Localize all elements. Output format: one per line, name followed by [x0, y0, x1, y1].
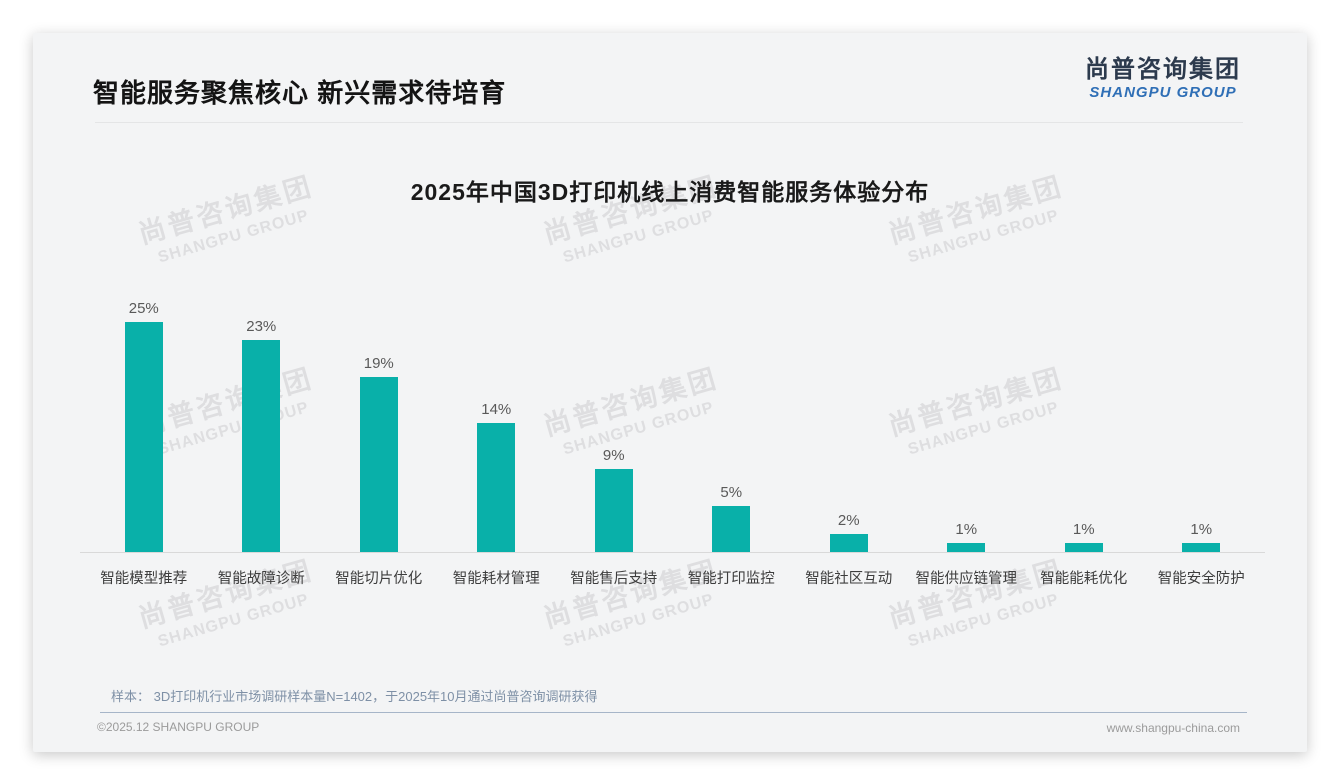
bar — [1064, 542, 1103, 552]
bar-group: 23% — [203, 318, 321, 552]
category-label: 智能社区互动 — [805, 571, 893, 587]
bar-value-label: 19% — [363, 355, 394, 373]
bar — [477, 423, 516, 552]
bar-value-label: 1% — [1072, 520, 1095, 538]
header-divider — [95, 122, 1243, 123]
sample-note: 样本： 3D打印机行业市场调研样本量N=1402，于2025年10月通过尚普咨询… — [111, 689, 598, 704]
bar — [359, 377, 398, 552]
bar — [947, 542, 986, 552]
copyright-text: ©2025.12 SHANGPU GROUP — [97, 720, 260, 734]
bar-group: 19% — [320, 355, 438, 552]
bar — [594, 469, 633, 552]
bar-group: 25% — [85, 300, 203, 552]
bar-group: 14% — [438, 401, 556, 552]
bar-value-label: 25% — [128, 300, 159, 317]
slide-card: 尚普咨询集团 SHANGPU GROUP 尚普咨询集团 SHANGPU GROUP 尚普… — [33, 33, 1307, 752]
bar-group: 1% — [908, 521, 1026, 552]
logo-en-text: SHANGPU GROUP — [1089, 84, 1237, 102]
bar-value-label: 23% — [246, 318, 277, 336]
category-label: 智能售后支持 — [570, 571, 658, 587]
category-label: 智能供应链管理 — [915, 571, 1018, 587]
bar — [1182, 542, 1221, 552]
chart-title: 2025年中国3D打印机线上消费智能服务体验分布 — [410, 179, 930, 205]
chart-plot: 25% 23% 19% 14% 9% 5% 2% 1% 1% 1% — [85, 282, 1260, 552]
x-axis-line — [80, 552, 1265, 553]
watermark: 尚普咨询集团 SHANGPU GROUP — [540, 555, 722, 651]
bar — [829, 533, 868, 552]
website-link[interactable]: www.shangpu-china.com — [1106, 721, 1240, 735]
footer-divider — [100, 712, 1247, 713]
category-label: 智能模型推荐 — [100, 571, 188, 587]
bar-value-label: 14% — [481, 401, 512, 419]
bar-value-label: 2% — [837, 511, 860, 529]
bar-group: 9% — [555, 447, 673, 552]
bar-group: 2% — [790, 512, 908, 552]
category-label: 智能安全防护 — [1157, 571, 1245, 587]
page-title: 智能服务聚焦核心 新兴需求待培育 — [93, 78, 507, 108]
bar-value-label: 1% — [1190, 520, 1213, 538]
bar-value-label: 5% — [720, 484, 743, 501]
bar-group: 5% — [673, 484, 791, 552]
watermark: 尚普咨询集团 SHANGPU GROUP — [135, 555, 317, 651]
category-label: 智能切片优化 — [335, 571, 423, 587]
category-label: 智能故障诊断 — [217, 571, 305, 587]
watermark: 尚普咨询集团 SHANGPU GROUP — [885, 555, 1067, 651]
bar-value-label: 1% — [955, 520, 978, 538]
logo-cn-text: 尚普咨询集团 — [1085, 56, 1241, 83]
company-logo: 尚普咨询集团 SHANGPU GROUP — [1085, 56, 1241, 102]
bar-group: 1% — [1143, 521, 1261, 552]
bar — [712, 506, 751, 552]
bar-group: 1% — [1025, 521, 1143, 552]
category-row: 智能模型推荐 智能故障诊断 智能切片优化 智能耗材管理 智能售后支持 智能打印监控 智能社区… — [85, 567, 1260, 588]
bar-value-label: 9% — [602, 447, 625, 465]
bar — [242, 340, 281, 552]
bar — [124, 322, 163, 552]
category-label: 智能打印监控 — [687, 571, 775, 587]
category-label: 智能耗材管理 — [452, 571, 540, 587]
category-label: 智能能耗优化 — [1040, 571, 1128, 587]
